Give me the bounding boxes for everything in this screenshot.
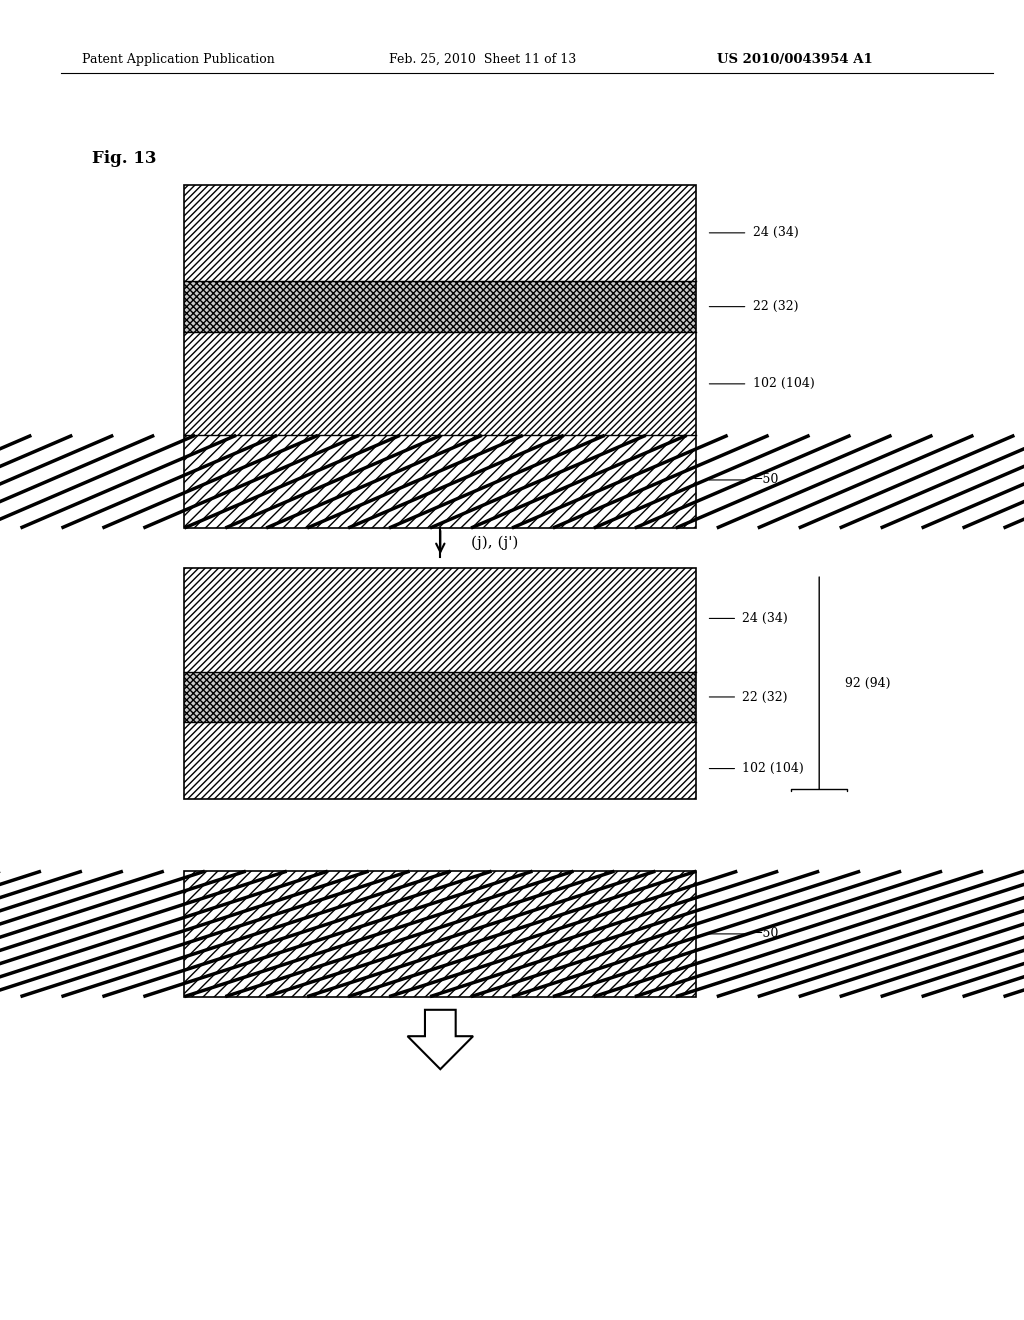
Bar [184,672,696,722]
Text: (j), (j'): (j), (j') [471,536,518,549]
Text: Fig. 13: Fig. 13 [92,150,157,166]
Text: 22 (32): 22 (32) [742,690,787,704]
Bar [184,436,696,528]
Text: 102 (104): 102 (104) [742,762,804,775]
Bar [184,722,696,799]
Text: Patent Application Publication: Patent Application Publication [82,53,274,66]
Text: −50: −50 [753,474,779,487]
Bar [184,185,696,528]
Bar [184,871,696,997]
Text: 102 (104): 102 (104) [753,378,814,391]
Bar [184,281,696,333]
Text: −50: −50 [753,928,779,940]
Text: US 2010/0043954 A1: US 2010/0043954 A1 [717,53,872,66]
Bar [184,185,696,281]
Text: 24 (34): 24 (34) [742,612,788,624]
Polygon shape [408,1010,473,1069]
Bar [184,871,696,997]
Bar [184,568,696,799]
Text: Feb. 25, 2010  Sheet 11 of 13: Feb. 25, 2010 Sheet 11 of 13 [389,53,577,66]
Bar [184,333,696,436]
Text: 92 (94): 92 (94) [845,677,890,689]
Text: 22 (32): 22 (32) [753,300,798,313]
Bar [184,568,696,672]
Text: 24 (34): 24 (34) [753,226,799,239]
